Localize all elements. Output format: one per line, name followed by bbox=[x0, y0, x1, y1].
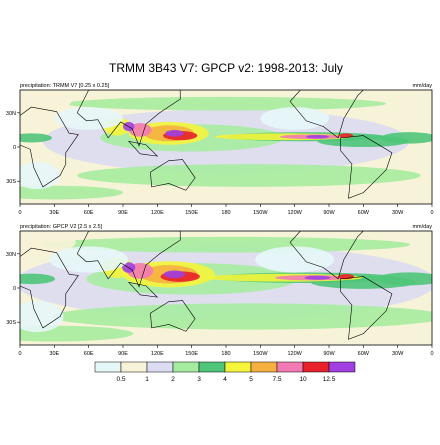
lon-label: 90W bbox=[323, 351, 335, 357]
colorbar-box bbox=[250, 361, 278, 373]
lon-label: 60E bbox=[84, 351, 94, 357]
lat-label: 30N bbox=[6, 111, 16, 117]
panel-right-label: mm/day bbox=[412, 83, 432, 89]
coastline bbox=[340, 135, 393, 199]
precip-area bbox=[20, 231, 76, 253]
colorbar-box bbox=[328, 361, 356, 373]
map-field bbox=[20, 90, 432, 204]
lat-label: 30S bbox=[6, 179, 16, 185]
lon-label: 150W bbox=[253, 351, 268, 357]
precip-area bbox=[51, 303, 432, 330]
colorbar-label: 5 bbox=[249, 376, 253, 383]
colorbar-label: 7.5 bbox=[272, 376, 281, 383]
lon-label: 30W bbox=[392, 351, 404, 357]
colorbar-box bbox=[224, 361, 252, 373]
precip-area bbox=[65, 96, 387, 111]
lon-label: 0 bbox=[18, 351, 21, 357]
precip-area bbox=[20, 185, 123, 200]
colorbar-box bbox=[198, 361, 226, 373]
colorbar-box bbox=[172, 361, 200, 373]
precip-area bbox=[128, 123, 152, 137]
lon-label: 90E bbox=[118, 210, 128, 216]
colorbar-label: 3 bbox=[197, 376, 201, 383]
panel-left-label: precipitation: TRMM V7 [0.25 x 0.25] bbox=[20, 83, 110, 89]
map-panel: precipitation: GPCP V2 [2.5 x 2.5] mm/day… bbox=[6, 224, 434, 357]
lat-label: 30N bbox=[6, 252, 16, 258]
colorbar-label: 4 bbox=[223, 376, 227, 383]
panel-right-label: mm/day bbox=[412, 224, 432, 230]
precip-area bbox=[49, 246, 129, 273]
coastline bbox=[127, 281, 159, 298]
precip-area bbox=[376, 272, 432, 286]
lon-label: 150E bbox=[185, 210, 198, 216]
map-panel: precipitation: TRMM V7 [0.25 x 0.25] mm/d… bbox=[6, 83, 434, 216]
lat-label: 30S bbox=[6, 320, 16, 326]
lon-label: 90W bbox=[323, 210, 335, 216]
colorbar-box bbox=[276, 361, 304, 373]
lon-label: 30W bbox=[392, 210, 404, 216]
precip-area bbox=[20, 92, 72, 111]
precip-area bbox=[20, 161, 61, 190]
lon-label: 120E bbox=[151, 210, 164, 216]
lat-label: 0 bbox=[13, 145, 16, 151]
lon-label: 90E bbox=[118, 351, 128, 357]
lon-label: 0 bbox=[430, 351, 433, 357]
precip-area bbox=[77, 164, 421, 187]
precip-area bbox=[306, 135, 329, 139]
precip-area bbox=[304, 275, 331, 280]
precip-area bbox=[20, 300, 64, 333]
lon-label: 120W bbox=[287, 351, 302, 357]
coastline bbox=[20, 247, 79, 329]
coastline bbox=[76, 231, 181, 288]
coastline bbox=[127, 140, 159, 157]
lon-label: 30E bbox=[49, 351, 59, 357]
colorbar-box bbox=[120, 361, 148, 373]
colorbar: 0.5 1 2 3 4 5 7.5 10 12.5 bbox=[94, 361, 356, 383]
lon-label: 180 bbox=[221, 210, 230, 216]
precip-area bbox=[20, 273, 56, 285]
lon-label: 150E bbox=[185, 351, 198, 357]
precip-area bbox=[41, 236, 411, 253]
lon-label: 60W bbox=[358, 210, 370, 216]
precip-area bbox=[54, 107, 124, 130]
precip-area bbox=[165, 129, 184, 137]
coastline bbox=[150, 159, 196, 191]
coastline bbox=[150, 300, 196, 332]
coastline bbox=[289, 90, 364, 139]
lon-label: 120E bbox=[151, 351, 164, 357]
colorbar-box bbox=[146, 361, 174, 373]
precip-area bbox=[380, 132, 432, 144]
colorbar-label: 12.5 bbox=[323, 376, 336, 383]
lon-label: 0 bbox=[18, 210, 21, 216]
colorbar-box bbox=[302, 361, 330, 373]
coastline bbox=[20, 106, 79, 188]
lon-label: 180 bbox=[221, 351, 230, 357]
figure-title: TRMM 3B43 V7: GPCP v2: 1998-2013: July bbox=[109, 61, 343, 75]
lon-label: 60E bbox=[84, 210, 94, 216]
lon-label: 120W bbox=[287, 210, 302, 216]
colorbar-label: 1 bbox=[145, 376, 149, 383]
lon-label: 30E bbox=[49, 210, 59, 216]
precip-area bbox=[20, 133, 53, 143]
coastline bbox=[289, 231, 364, 280]
lon-label: 0 bbox=[430, 210, 433, 216]
colorbar-box bbox=[94, 361, 122, 373]
precip-area bbox=[163, 270, 186, 279]
colorbar-label: 2 bbox=[171, 376, 175, 383]
lon-label: 60W bbox=[358, 351, 370, 357]
coastline bbox=[76, 90, 181, 147]
colorbar-label: 10 bbox=[299, 376, 307, 383]
coastline bbox=[340, 276, 393, 340]
lat-label: 0 bbox=[13, 286, 16, 292]
map-field bbox=[20, 231, 432, 345]
colorbar-label: 0.5 bbox=[116, 376, 125, 383]
lon-label: 150W bbox=[253, 210, 268, 216]
panel-left-label: precipitation: GPCP V2 [2.5 x 2.5] bbox=[20, 224, 103, 230]
precip-area bbox=[260, 107, 329, 130]
precip-area bbox=[255, 246, 335, 273]
